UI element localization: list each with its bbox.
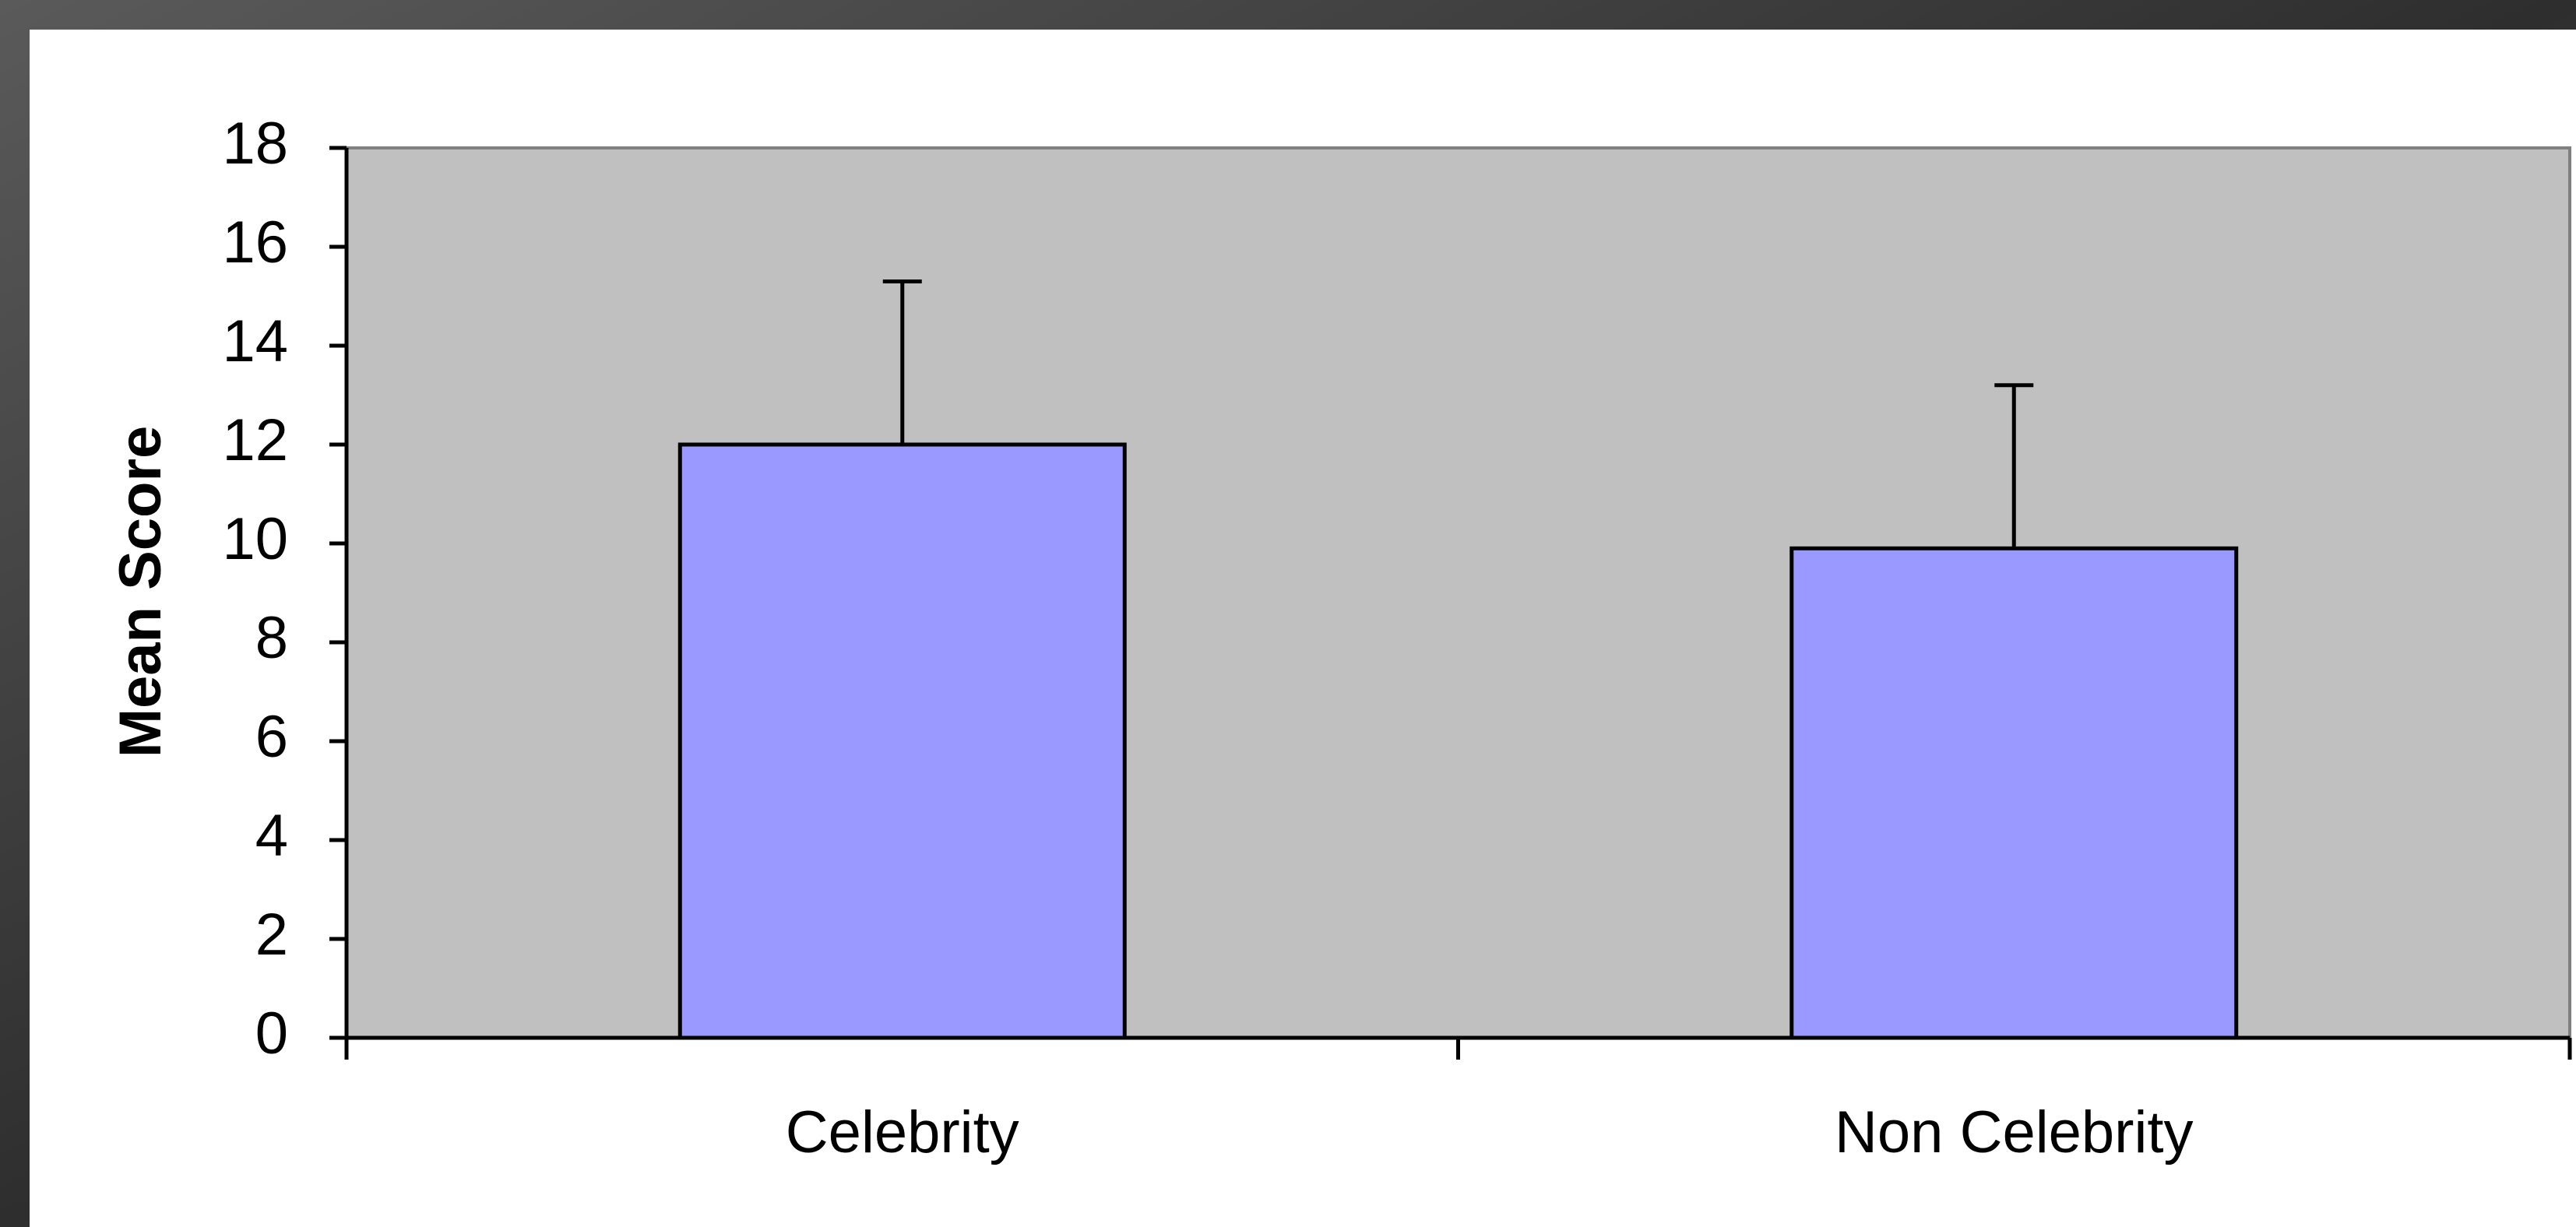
y-tick-label: 12 xyxy=(222,407,288,473)
x-tick-label: Non Celebrity xyxy=(1835,1099,2193,1165)
y-tick-label: 8 xyxy=(255,605,288,671)
y-tick-label: 18 xyxy=(222,111,288,177)
y-tick-label: 14 xyxy=(222,308,288,374)
y-tick-label: 6 xyxy=(255,704,288,770)
bar xyxy=(1789,546,2239,1040)
y-tick-label: 4 xyxy=(255,803,288,869)
y-tick-label: 0 xyxy=(255,1000,288,1067)
y-tick-label: 16 xyxy=(222,209,288,276)
y-tick-label: 2 xyxy=(255,902,288,968)
bar xyxy=(677,442,1127,1040)
y-tick-label: 10 xyxy=(222,506,288,572)
y-axis-label: Mean Score xyxy=(107,426,174,758)
x-tick-label: Celebrity xyxy=(786,1099,1019,1165)
